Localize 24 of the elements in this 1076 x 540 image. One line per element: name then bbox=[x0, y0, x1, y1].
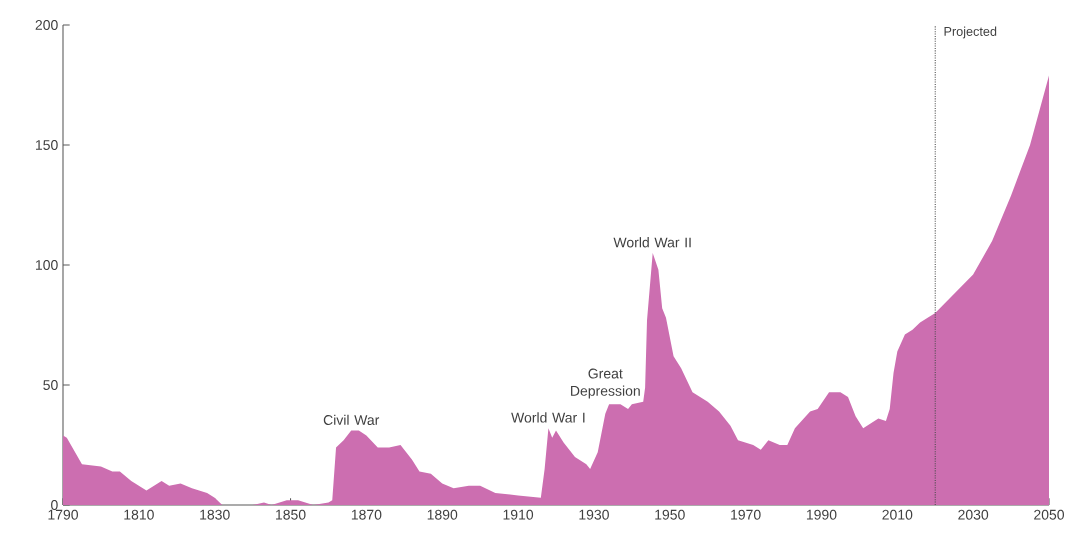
annotation: Great Depression bbox=[571, 368, 640, 399]
x-tick-label: 2010 bbox=[882, 509, 913, 520]
x-tick-label: 1830 bbox=[200, 509, 230, 520]
x-tick-label: 1990 bbox=[806, 509, 837, 520]
x-tick-label: 1890 bbox=[427, 509, 458, 520]
annotation: Civil War bbox=[323, 414, 380, 426]
x-tick-label: 1950 bbox=[655, 509, 685, 520]
ref-line-label: Projected bbox=[944, 26, 997, 39]
x-tick-label: 1810 bbox=[124, 509, 154, 520]
x-tick-label: 1870 bbox=[351, 509, 382, 520]
x-tick-label: 1970 bbox=[731, 509, 761, 520]
annotation: World War I bbox=[511, 412, 585, 423]
x-tick-label: 1910 bbox=[503, 509, 534, 520]
x-tick-label: 2030 bbox=[958, 509, 989, 520]
x-tick-label: 1850 bbox=[276, 509, 306, 520]
y-tick-label: 100 bbox=[36, 260, 58, 270]
y-tick-label: 200 bbox=[35, 20, 58, 30]
y-tick-label: 50 bbox=[43, 380, 58, 390]
x-tick-label: 1930 bbox=[579, 509, 609, 520]
x-tick-label: 1790 bbox=[48, 509, 79, 520]
x-tick-label: 2050 bbox=[1034, 509, 1065, 520]
annotation: World War II bbox=[613, 237, 691, 248]
y-tick-label: 150 bbox=[36, 140, 58, 150]
y-tick-label: 0 bbox=[51, 500, 58, 510]
